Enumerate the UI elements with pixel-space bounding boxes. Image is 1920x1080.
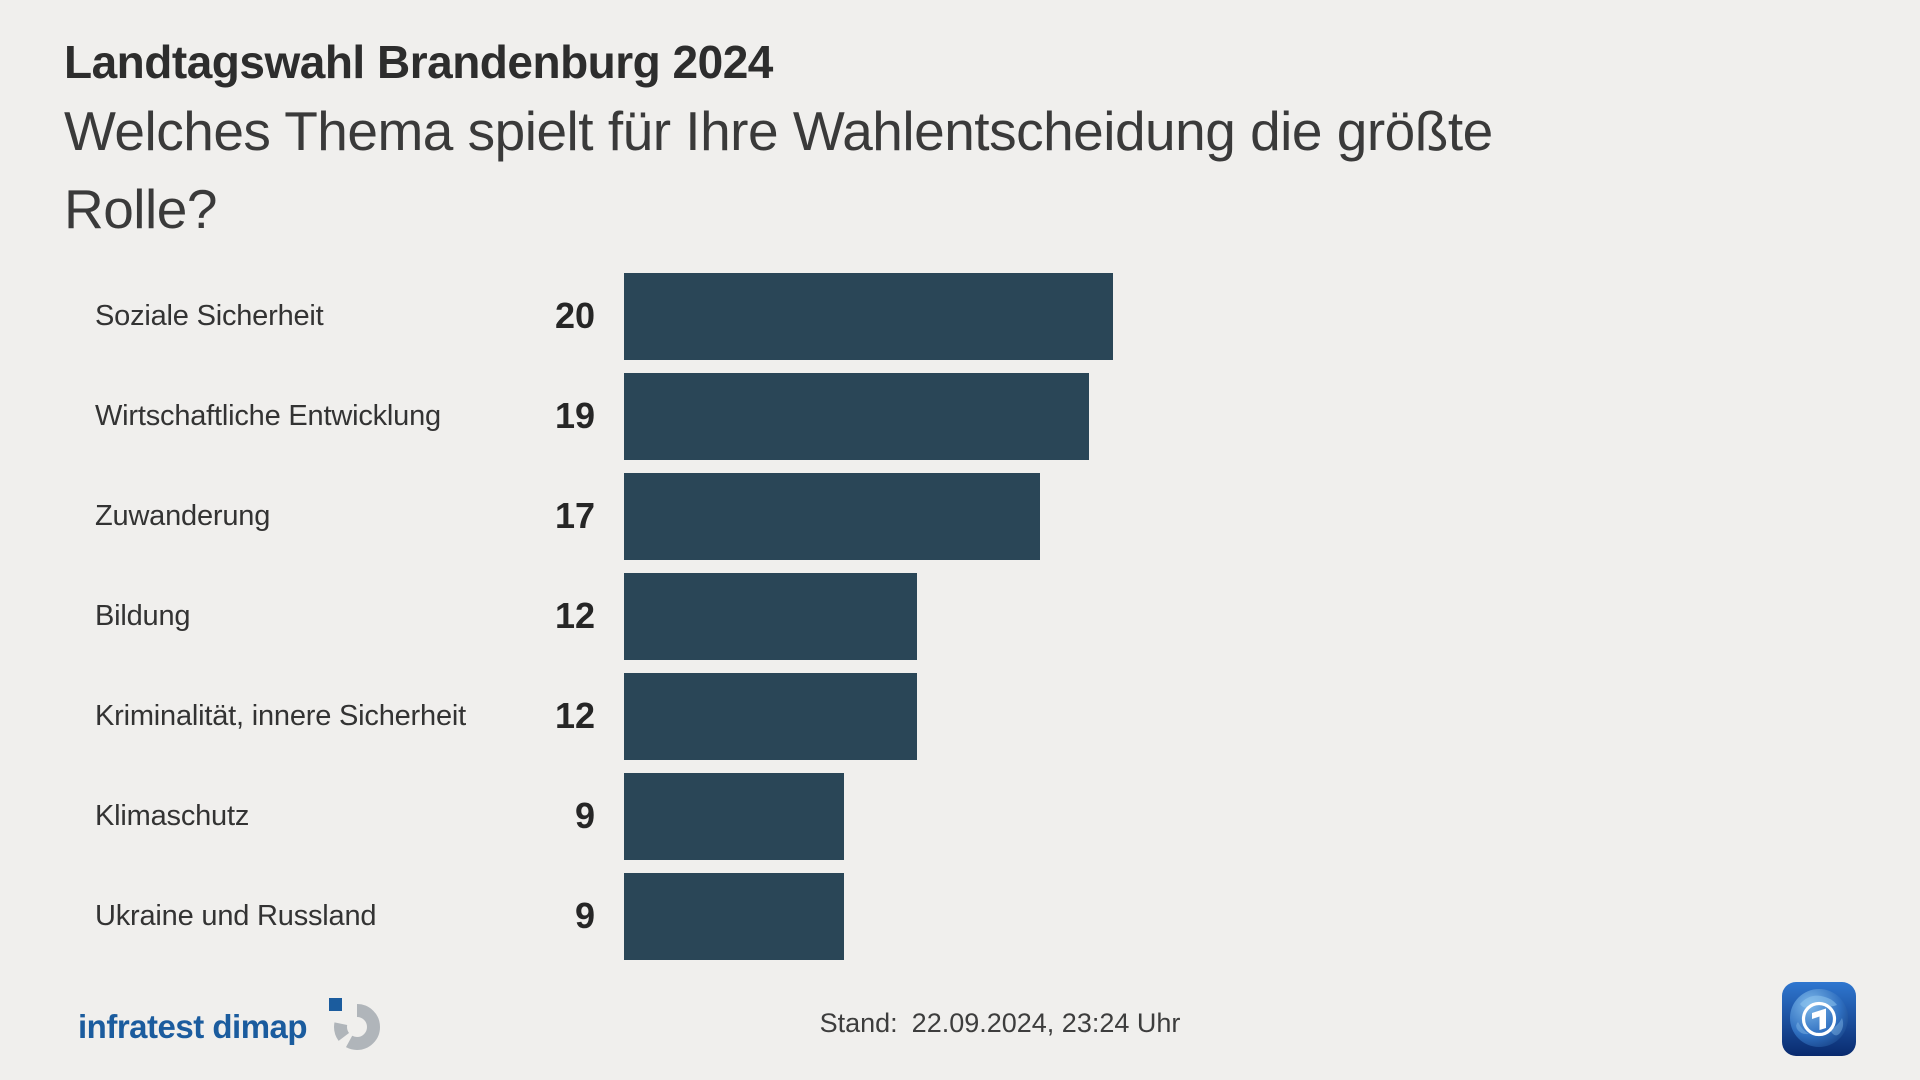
ard-tagesschau-logo-icon [1782,982,1856,1056]
row-label: Wirtschaftliche Entwicklung [95,399,441,432]
bar [624,272,1113,360]
row-text: Klimaschutz 9 [95,795,595,837]
chart-rows: Soziale Sicherheit 20 Wirtschaftliche En… [0,266,1920,966]
chart-row: Klimaschutz 9 [0,766,1920,866]
chart-row: Wirtschaftliche Entwicklung 19 [0,366,1920,466]
row-value: 9 [574,895,595,936]
bar [624,872,844,960]
chart-row: Bildung 12 [0,566,1920,666]
bar [624,572,917,660]
stand-label: Stand: [819,1008,898,1038]
row-label: Ukraine und Russland [95,899,377,932]
bar [624,672,917,760]
row-value: 20 [554,295,595,336]
question-line-1: Welches Thema spielt für Ihre Wahlentsch… [64,100,1493,162]
chart-question-title: Welches Thema spielt für Ihre Wahlentsch… [64,92,1764,248]
row-value: 19 [554,395,595,436]
chart-row: Ukraine und Russland 9 [0,866,1920,966]
stand-value: 22.09.2024, 23:24 Uhr [911,1008,1181,1038]
row-text: Kriminalität, innere Sicherheit 12 [95,695,595,737]
source-credit: infratest dimap [78,996,383,1057]
row-label: Bildung [95,599,191,632]
row-label: Soziale Sicherheit [95,299,324,332]
row-text: Zuwanderung 17 [95,495,595,537]
row-text: Soziale Sicherheit 20 [95,295,595,337]
bar [624,372,1089,460]
bar [624,772,844,860]
row-value: 9 [574,795,595,836]
row-label: Kriminalität, innere Sicherheit [95,699,466,732]
row-value: 17 [554,495,595,536]
bar [624,472,1040,560]
row-value: 12 [554,595,595,636]
row-value: 12 [554,695,595,736]
question-line-2: Rolle? [64,178,217,240]
status-timestamp: Stand: 22.09.2024, 23:24 Uhr [40,1008,1920,1039]
row-text: Ukraine und Russland 9 [95,895,595,937]
row-text: Wirtschaftliche Entwicklung 19 [95,395,595,437]
row-label: Zuwanderung [95,499,271,532]
infratest-dimap-logo-icon [321,996,383,1057]
row-label: Klimaschutz [95,799,250,832]
chart-row: Zuwanderung 17 [0,466,1920,566]
infratest-dimap-logo-text: infratest dimap [78,1007,308,1045]
chart-row: Kriminalität, innere Sicherheit 12 [0,666,1920,766]
row-text: Bildung 12 [95,595,595,637]
chart-kicker-title: Landtagswahl Brandenburg 2024 [64,36,773,88]
chart-row: Soziale Sicherheit 20 [0,266,1920,366]
